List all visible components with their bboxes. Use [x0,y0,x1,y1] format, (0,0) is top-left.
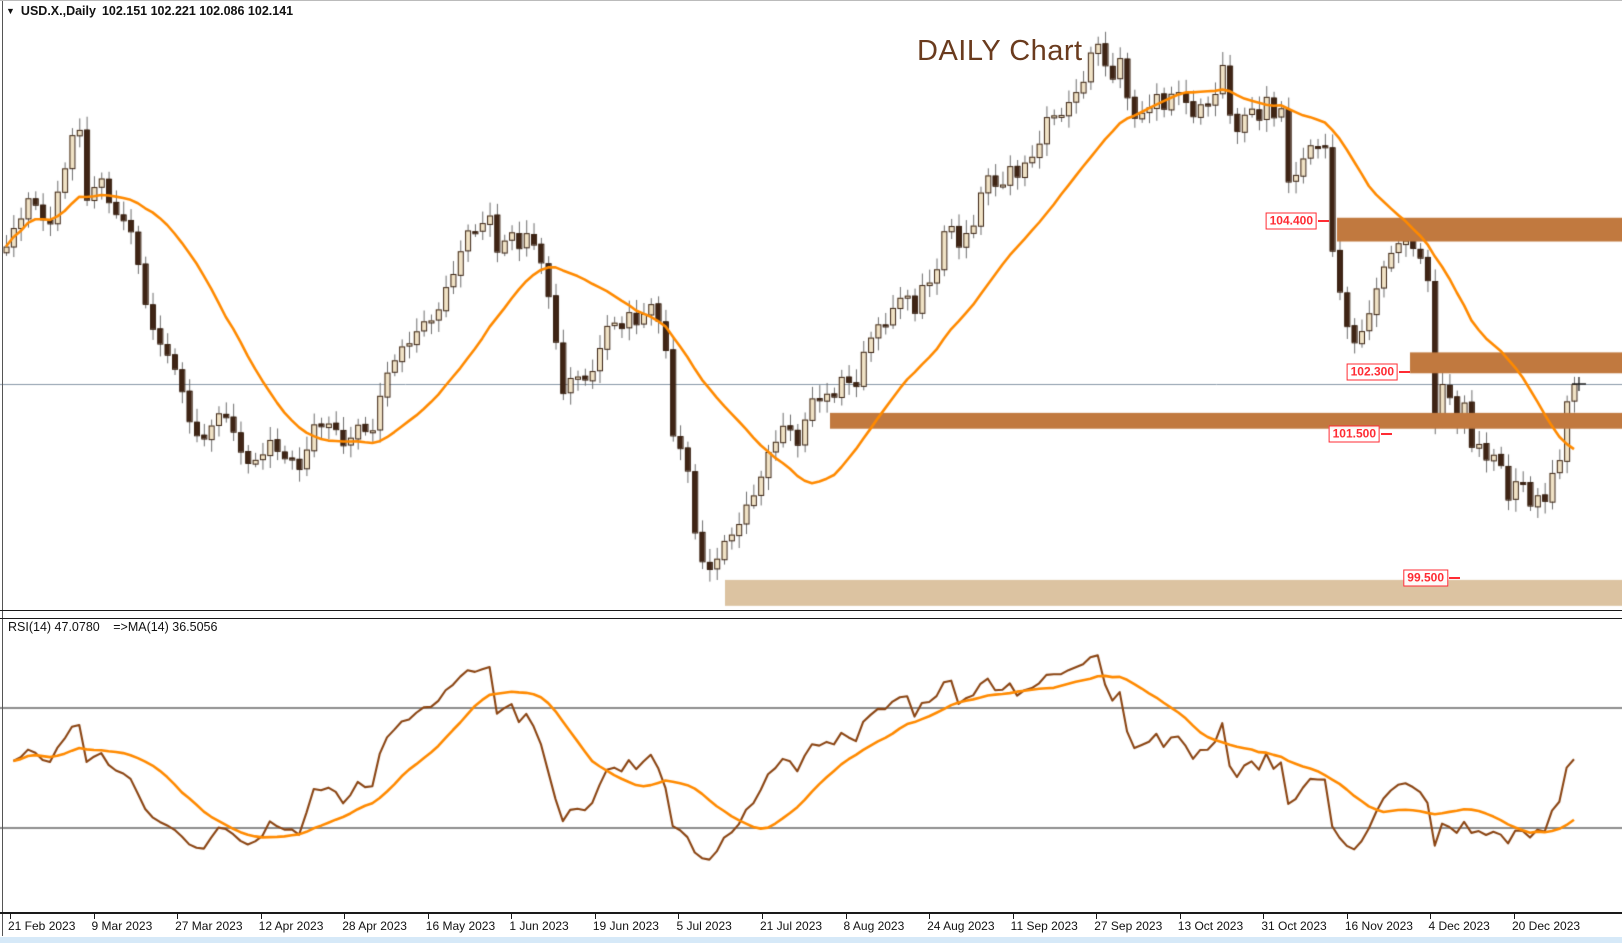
date-tick-label: 16 May 2023 [425,919,496,933]
window-bottom-edge [0,937,1622,943]
date-axis-tick [1346,913,1348,919]
date-axis-tick [1514,913,1515,919]
date-tick-label: 24 Aug 2023 [927,919,995,933]
price-level-dash-102300 [1399,371,1410,373]
price-level-label-99500[interactable]: 99.500 [1403,569,1448,587]
rsi-pane-top-border [0,618,1622,619]
date-axis-tick [1263,913,1265,919]
date-axis-tick [762,913,763,919]
date-tick-label: 11 Sep 2023 [1010,919,1078,933]
date-tick-label: 21 Feb 2023 [8,919,76,933]
date-tick-label: 5 Jul 2023 [676,919,732,933]
date-tick-label: 4 Dec 2023 [1428,919,1490,933]
chart-title-bar: ▼ USD.X.,Daily 102.151 102.221 102.086 1… [6,4,293,18]
rsi-pane-bottom-border [0,912,1622,913]
date-axis-tick [1430,913,1432,919]
date-axis-tick [427,913,429,919]
date-axis-tick [1179,913,1181,919]
date-axis-tick [177,913,179,919]
date-tick-label: 21 Jul 2023 [760,919,823,933]
date-axis-line [0,913,1622,914]
date-tick-label: 12 Apr 2023 [258,919,324,933]
symbol-timeframe-label: USD.X.,Daily [20,4,96,18]
date-tick-label: 27 Mar 2023 [175,919,243,933]
price-level-dash-101500 [1381,433,1392,435]
price-level-label-101500[interactable]: 101.500 [1328,425,1380,443]
date-axis-tick [678,913,680,919]
price-level-dash-104400 [1318,220,1329,222]
date-tick-label: 19 Jun 2023 [592,919,659,933]
rsi-indicator-label: RSI(14) 47.0780 =>MA(14) 36.5056 [8,620,227,634]
price-level-dash-99500 [1449,577,1460,579]
date-tick-label: 9 Mar 2023 [91,919,153,933]
ohlc-values-label: 102.151 102.221 102.086 102.141 [101,4,294,18]
rsi-ma-value-label: =>MA(14) 36.5056 [113,620,218,634]
price-pane-bottom-border [0,610,1622,611]
date-tick-label: 8 Aug 2023 [843,919,905,933]
price-level-label-104400[interactable]: 104.400 [1265,212,1317,230]
date-tick-label: 1 Jun 2023 [509,919,569,933]
date-axis-tick [1096,913,1098,919]
date-axis-tick [260,913,262,919]
window-left-border [2,1,3,936]
date-axis-tick [929,913,931,919]
date-axis-tick [344,913,346,919]
price-level-label-102300[interactable]: 102.300 [1346,363,1398,381]
date-axis-tick [511,913,513,919]
date-tick-label: 31 Oct 2023 [1261,919,1327,933]
date-tick-label: 16 Nov 2023 [1344,919,1413,933]
date-tick-label: 20 Dec 2023 [1512,919,1581,933]
rsi-value-label: RSI(14) 47.0780 [8,620,100,634]
date-tick-label: 28 Apr 2023 [342,919,407,933]
date-axis-tick [93,913,95,919]
symbol-dropdown-icon[interactable]: ▼ [6,6,15,16]
date-tick-label: 13 Oct 2023 [1177,919,1244,933]
date-axis[interactable]: 21 Feb 2023 9 Mar 2023 27 Mar 2023 12 Apr 2… [0,913,1622,937]
date-tick-label: 27 Sep 2023 [1094,919,1163,933]
chart-annotation-text: DAILY Chart [917,35,1083,67]
date-axis-tick [845,913,847,919]
date-axis-tick [10,913,11,919]
date-axis-tick [594,913,596,919]
date-axis-tick [1012,913,1014,919]
